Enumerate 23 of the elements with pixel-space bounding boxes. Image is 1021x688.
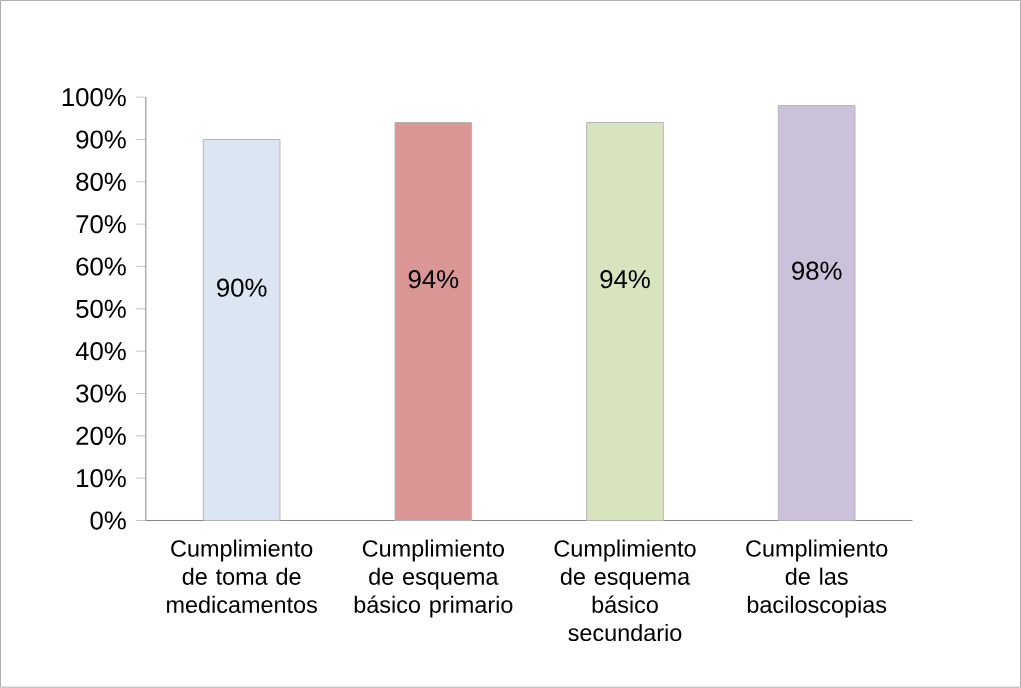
- x-tick-label: Cumplimiento de esquema básico primario: [354, 539, 513, 618]
- y-tick-label: 0%: [90, 511, 126, 530]
- x-tick-label: Cumplimiento de las baciloscopias: [746, 539, 888, 618]
- y-tick-label: 50%: [76, 299, 126, 319]
- bar: [777, 105, 856, 522]
- data-label: 94%: [600, 270, 650, 289]
- y-tick-label: 60%: [76, 257, 126, 276]
- data-label: 98%: [792, 261, 842, 281]
- y-tick-label: 90%: [76, 130, 126, 149]
- y-tick-label: 100%: [62, 88, 126, 107]
- y-tick-label: 20%: [76, 426, 126, 446]
- bar: [586, 122, 664, 522]
- y-tick-label: 70%: [76, 215, 126, 234]
- y-tick-label: 80%: [76, 172, 126, 192]
- data-label: 94%: [408, 270, 459, 289]
- y-tick-label: 30%: [76, 384, 126, 403]
- x-tick-label: Cumplimiento de toma de medicamentos: [167, 539, 317, 614]
- bar: [202, 139, 281, 522]
- bar: [394, 122, 473, 522]
- y-tick-label: 10%: [77, 469, 126, 488]
- y-tick-label: 40%: [75, 342, 126, 361]
- data-label: 90%: [217, 278, 267, 297]
- x-tick-label: Cumplimiento de esquema básico secundario: [554, 539, 696, 642]
